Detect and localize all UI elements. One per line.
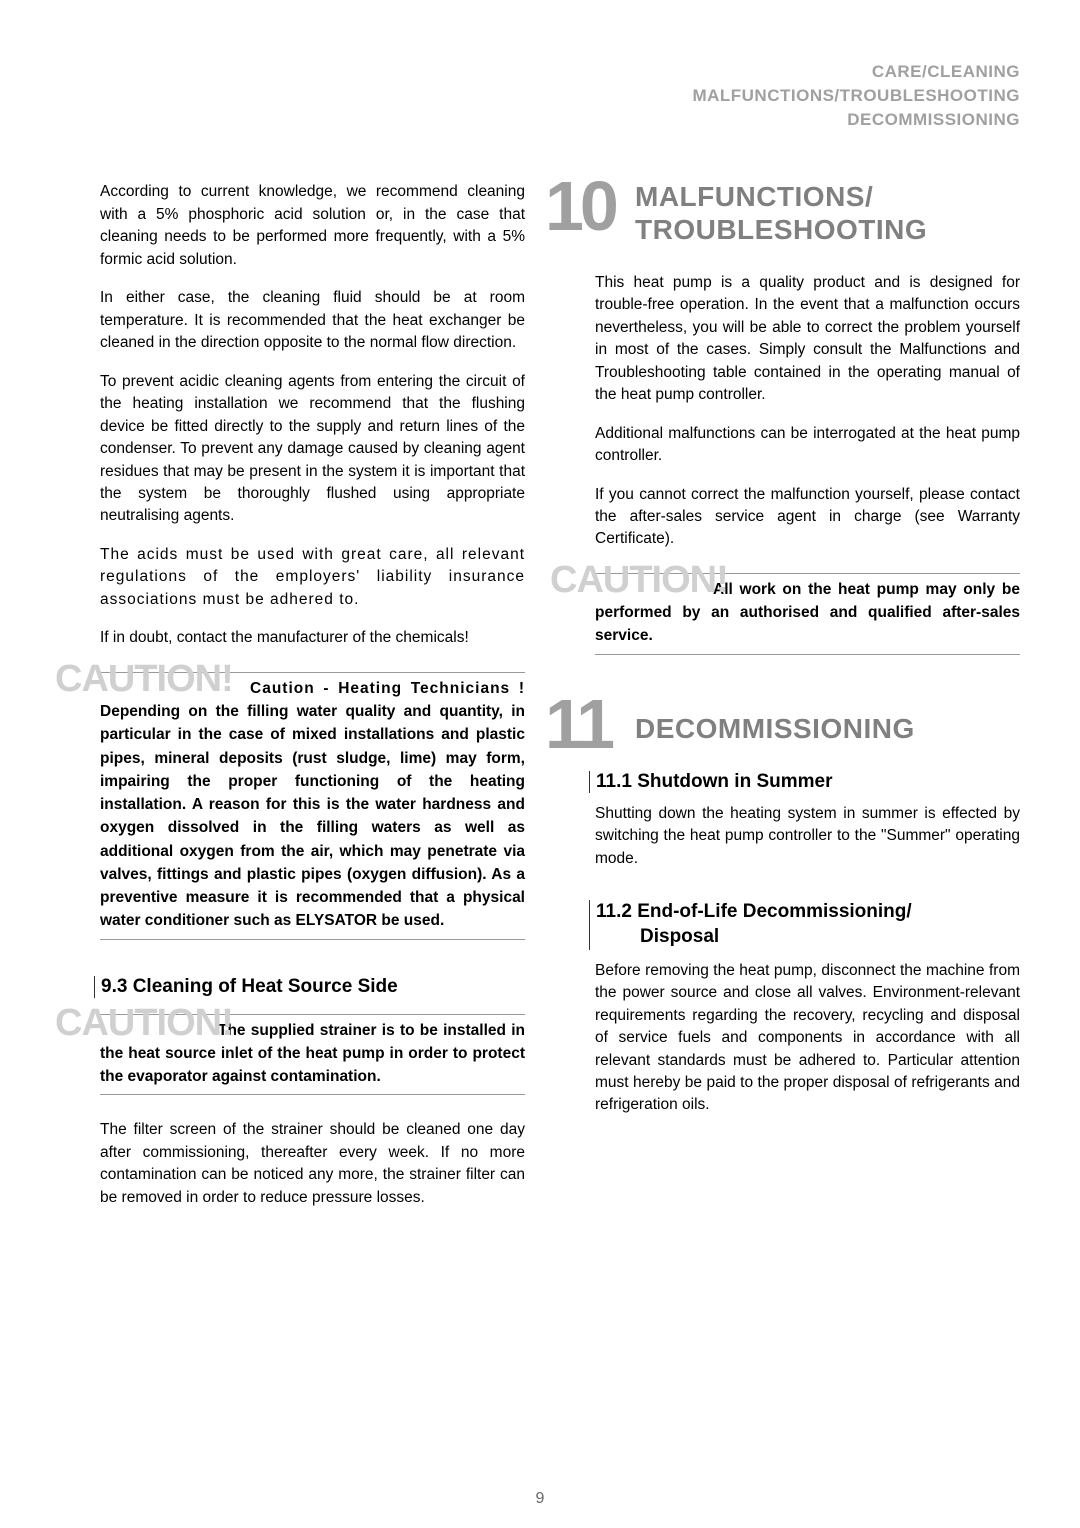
caution-1-body: Depending on the filling water quality a… [100,703,525,929]
page-number: 9 [536,1490,545,1508]
caution-label-icon: CAUTION! [55,660,233,698]
header-line-3: DECOMMISSIONING [60,108,1020,132]
section-11-2-heading: 11.2 End-of-Life Decommissioning/ Dispos… [596,900,1020,949]
sec112-line2: Disposal [596,925,1020,950]
section-9-3-heading: 9.3 Cleaning of Heat Source Side [94,976,525,998]
chapter-11-number: 11 [545,689,611,759]
left-column: According to current knowledge, we recom… [60,181,525,1225]
caution-strainer: CAUTION! The supplied strainer is to be … [60,1008,525,1096]
caution-1-text: Caution - Heating Technicians ! Dependin… [100,672,525,940]
ch10-title-line1: MALFUNCTIONS/ [635,181,1020,213]
right-p5: Before removing the heat pump, disconnec… [555,960,1020,1117]
content-columns: According to current knowledge, we recom… [60,181,1020,1225]
caution-2-lead: The supplied strainer is to be install [218,1022,488,1039]
caution-heating-technicians: CAUTION! Caution - Heating Technicians !… [60,666,525,940]
right-p1: This heat pump is a quality product and … [555,272,1020,407]
chapter-11-title: DECOMMISSIONING [555,699,1020,745]
right-column: 10 MALFUNCTIONS/ TROUBLESHOOTING This he… [555,181,1020,1225]
right-p2: Additional malfunctions can be interroga… [555,423,1020,468]
ch10-title-line2: TROUBLESHOOTING [635,214,1020,246]
sec112-line1: 11.2 End-of-Life Decommissioning/ [596,900,1020,925]
caution-service: CAUTION! All work on the heat pump may o… [555,567,1020,655]
header-line-1: CARE/CLEANING [60,60,1020,84]
left-p5: If in doubt, contact the manufacturer of… [60,627,525,649]
left-p6: The filter screen of the strainer should… [60,1119,525,1209]
caution-label-icon-3: CAUTION! [550,561,728,599]
right-p3: If you cannot correct the malfunction yo… [555,484,1020,551]
header-line-2: MALFUNCTIONS/TROUBLESHOOTING [60,84,1020,108]
section-11-1-heading: 11.1 Shutdown in Summer [596,771,1020,793]
left-p3: To prevent acidic cleaning agents from e… [60,371,525,528]
caution-3-lead: All work on the heat pump may only [713,581,995,598]
right-p4: Shutting down the heating system in summ… [555,803,1020,870]
caution-label-icon-2: CAUTION! [55,1004,233,1042]
chapter-10-number: 10 [545,171,615,241]
caution-1-lead: Caution - Heating Technicians ! [250,680,525,697]
page-header: CARE/CLEANING MALFUNCTIONS/TROUBLESHOOTI… [60,60,1020,131]
chapter-10-title: MALFUNCTIONS/ TROUBLESHOOTING [555,181,1020,245]
left-p1: According to current knowledge, we recom… [60,181,525,271]
chapter-11-block: 11 DECOMMISSIONING [555,699,1020,745]
left-p2: In either case, the cleaning fluid shoul… [60,287,525,354]
chapter-10-block: 10 MALFUNCTIONS/ TROUBLESHOOTING [555,181,1020,245]
left-p4: The acids must be used with great care, … [60,544,525,611]
